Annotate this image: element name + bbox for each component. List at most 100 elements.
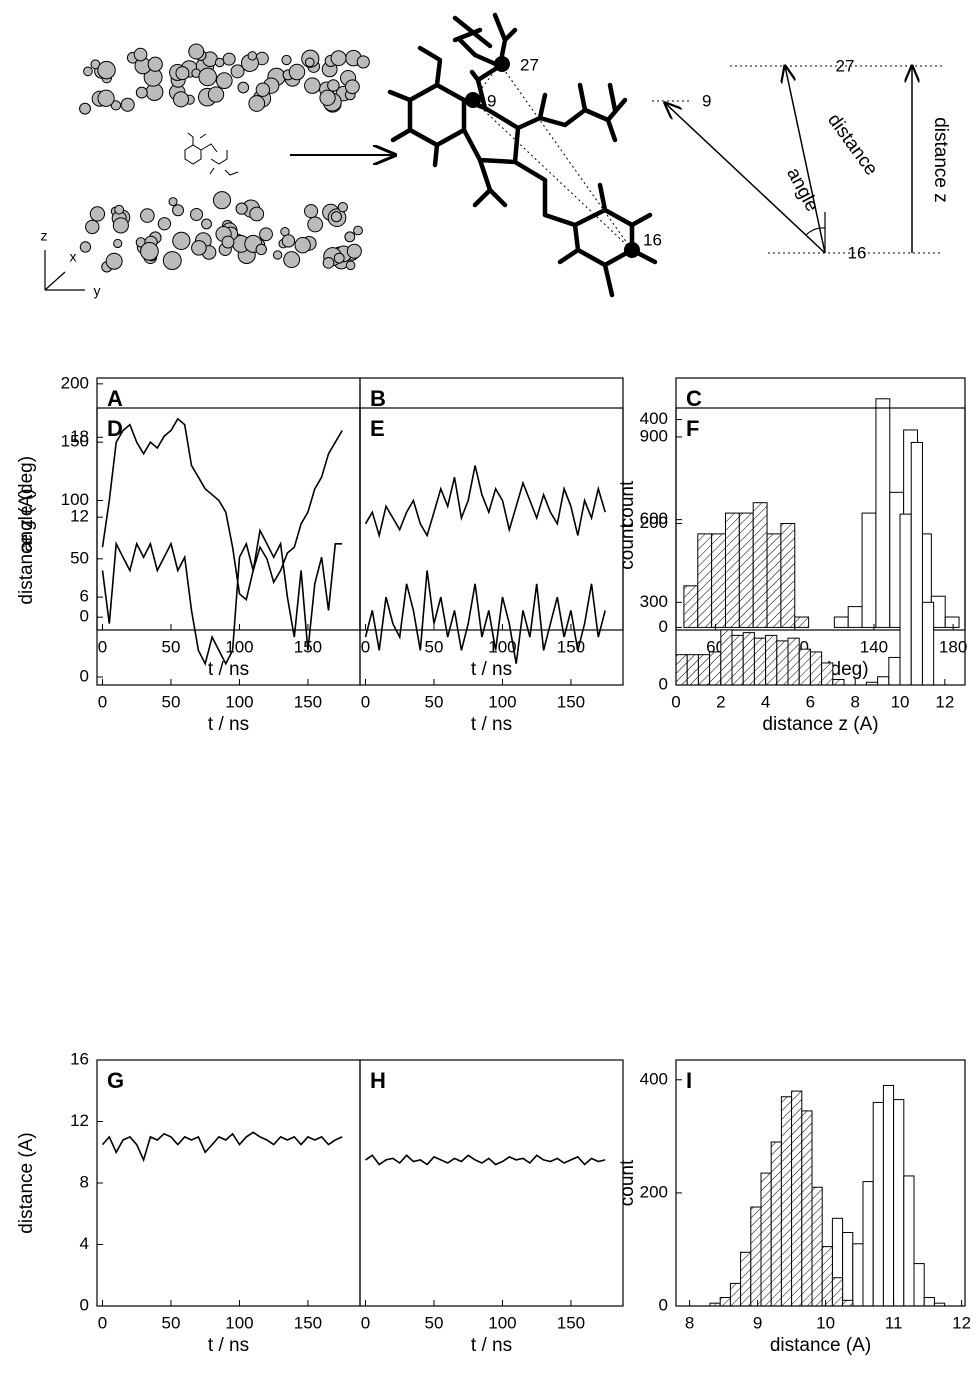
y-tick-label: 50 — [70, 548, 89, 567]
y-tick-label: 18 — [70, 427, 89, 446]
y-tick-label: 200 — [61, 373, 89, 392]
histogram-bar — [875, 398, 891, 628]
particle — [249, 206, 265, 222]
y-tick-label: 0 — [80, 1295, 89, 1314]
particle — [97, 60, 116, 80]
histogram-bar — [697, 654, 711, 686]
histogram-bar — [847, 606, 863, 628]
particle — [120, 97, 135, 112]
histogram-bar — [731, 634, 744, 686]
particle — [283, 251, 301, 269]
atom-label: 9 — [487, 91, 496, 110]
x-tick-label: 100 — [225, 1313, 253, 1332]
x-tick-label: 2 — [716, 692, 725, 711]
x-tick-label: 0 — [361, 692, 370, 711]
particle — [207, 86, 225, 103]
histogram-bar — [882, 1084, 895, 1307]
x-tick-label: 0 — [671, 692, 680, 711]
y-tick-label: 600 — [640, 509, 668, 528]
y-tick-label: 12 — [70, 1111, 89, 1130]
histogram-bar — [944, 616, 960, 628]
particle — [345, 260, 356, 271]
histogram-bar — [740, 1251, 752, 1307]
histogram-bar — [791, 1090, 803, 1307]
x-tick-label: 100 — [225, 637, 253, 656]
particle — [214, 57, 225, 68]
x-tick-label: 50 — [162, 692, 181, 711]
particle — [230, 64, 245, 79]
particle — [356, 55, 370, 69]
x-tick-label: 0 — [361, 637, 370, 656]
panel: 0 50 100 150 0 4 8 12 16 t / ns distance (A) G — [16, 1049, 361, 1356]
x-tick-label: 50 — [162, 637, 181, 656]
y-tick-label: 200 — [640, 513, 668, 532]
histogram-bar — [750, 1206, 762, 1307]
panel-letter: E — [370, 416, 385, 441]
atom-label: 27 — [836, 56, 855, 75]
y-tick-label: 16 — [70, 1049, 89, 1068]
particle — [247, 51, 258, 61]
histogram-bar — [861, 512, 877, 628]
histogram-bar — [719, 1297, 731, 1307]
y-tick-label: 0 — [80, 666, 89, 685]
particle — [140, 208, 155, 223]
particle — [79, 241, 92, 253]
particle — [337, 202, 349, 213]
y-tick-label: 6 — [80, 587, 89, 606]
x-axis-label: t / ns — [471, 659, 512, 680]
particle — [133, 47, 148, 62]
y-tick-label: 4 — [80, 1234, 89, 1253]
histogram-bar — [753, 637, 767, 686]
histogram-bar — [888, 656, 901, 686]
histogram-bar — [780, 522, 796, 628]
y-axis-label: count — [617, 1159, 638, 1206]
particle — [162, 251, 182, 271]
x-tick-label: 10 — [891, 692, 910, 711]
x-tick-label: 10 — [816, 1313, 835, 1332]
x-tick-label: 0 — [98, 637, 107, 656]
y-axis-label: distance z (A) — [16, 488, 37, 604]
particle — [85, 219, 100, 235]
series-line — [364, 570, 606, 664]
axis-label: z — [41, 228, 48, 244]
histogram-bar — [852, 1243, 864, 1307]
y-tick-label: 12 — [70, 507, 89, 526]
histogram-bar — [821, 662, 834, 686]
y-tick-label: 0 — [659, 674, 668, 693]
particle — [344, 231, 356, 243]
x-tick-label: 50 — [162, 1313, 181, 1332]
x-tick-label: 150 — [557, 1313, 585, 1332]
particle — [198, 67, 217, 87]
x-tick-label: 9 — [753, 1313, 762, 1332]
histogram-bar — [765, 634, 778, 686]
histogram-bar — [877, 676, 890, 686]
series-line — [101, 1131, 343, 1163]
x-tick-label: 50 — [425, 1313, 444, 1332]
y-tick-label: 400 — [640, 409, 668, 428]
histogram-bar — [787, 637, 800, 686]
vector-diagram — [652, 66, 945, 254]
particle — [112, 217, 129, 234]
x-tick-label: 50 — [425, 637, 444, 656]
series-line — [364, 465, 606, 539]
plot-frame — [359, 1059, 624, 1307]
particle — [135, 86, 148, 99]
particle — [191, 240, 207, 256]
histogram-bar — [766, 533, 782, 628]
particle — [175, 66, 190, 81]
particle — [172, 204, 185, 217]
particle — [97, 89, 115, 107]
x-axis-label: t / ns — [208, 714, 249, 735]
histogram-bar — [811, 1186, 823, 1307]
x-tick-label: 11 — [885, 1313, 903, 1332]
x-tick-label: 100 — [488, 692, 516, 711]
histogram-bar — [801, 1110, 813, 1307]
particle — [259, 227, 273, 242]
histogram-bar — [780, 1096, 793, 1307]
plot-frame — [675, 1059, 966, 1307]
plot-frame — [359, 407, 624, 686]
atom-label: 16 — [848, 243, 867, 262]
molecule — [387, 12, 658, 298]
